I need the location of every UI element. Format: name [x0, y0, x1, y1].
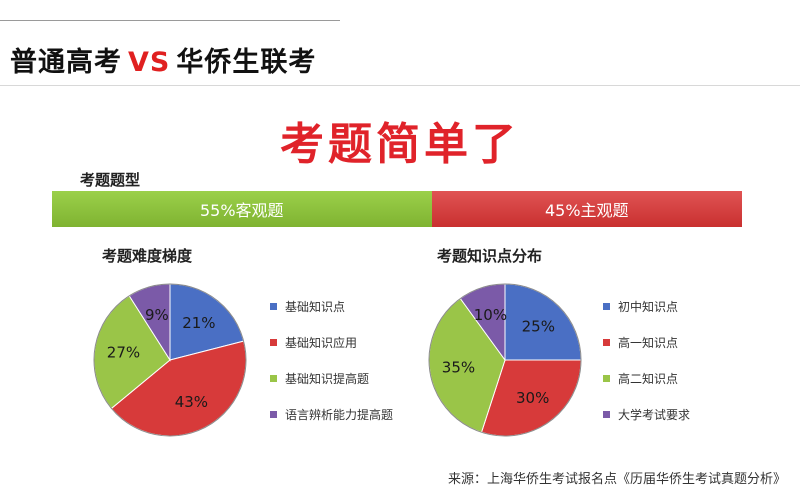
top-divider: [0, 20, 340, 21]
pie2-legend-item-1: 高一知识点: [603, 334, 690, 350]
pie1-slice-label-2: 27%: [107, 344, 140, 362]
source-note: 来源：上海华侨生考试报名点《历届华侨生考试真题分析》: [447, 472, 786, 487]
title-left: 普通高考: [10, 47, 122, 78]
legend-swatch: [270, 374, 277, 382]
legend-label: 初中知识点: [618, 299, 679, 314]
headline: 考题简单了: [280, 119, 520, 170]
pie1-slice-label-1: 43%: [175, 393, 208, 411]
pie2-legend: 初中知识点高一知识点高二知识点大学考试要求: [603, 298, 690, 442]
legend-swatch: [270, 338, 277, 346]
pie1-legend-item-1: 基础知识应用: [270, 334, 393, 350]
pie2-legend-item-3: 大学考试要求: [603, 406, 690, 422]
objective-segment: 55%客观题: [52, 191, 432, 227]
pie2-slice-label-3: 10%: [474, 306, 507, 324]
pie1-legend-item-0: 基础知识点: [270, 298, 393, 314]
pie2-slice-label-1: 30%: [516, 389, 549, 407]
pie2-legend-item-0: 初中知识点: [603, 298, 690, 314]
legend-label: 大学考试要求: [618, 407, 691, 422]
top-bar: [0, 0, 800, 28]
legend-swatch: [270, 302, 277, 310]
page-title: 普通高考 VS 华侨生联考: [10, 40, 316, 79]
legend-label: 基础知识点: [285, 299, 346, 314]
pie2-legend-item-2: 高二知识点: [603, 370, 690, 386]
legend-label: 基础知识应用: [285, 335, 358, 350]
question-type-label: 考题题型: [80, 171, 141, 189]
legend-swatch: [603, 338, 610, 346]
pie1-slice-label-3: 9%: [145, 306, 169, 324]
pie2-slice-label-2: 35%: [442, 358, 475, 376]
pie1-slice-label-0: 21%: [182, 314, 215, 332]
legend-swatch: [603, 410, 610, 418]
legend-swatch: [603, 302, 610, 310]
legend-label: 高一知识点: [618, 335, 679, 350]
pie2-title: 考题知识点分布: [437, 247, 543, 265]
legend-label: 语言辨析能力提高题: [285, 407, 394, 422]
pie1-legend: 基础知识点基础知识应用 基础知识提高题语言辨析能力提高题: [270, 298, 393, 442]
header-divider: [0, 85, 800, 86]
legend-label: 高二知识点: [618, 371, 679, 386]
legend-label: 基础知识提高题: [285, 371, 370, 386]
legend-swatch: [603, 374, 610, 382]
pie1-legend-item-2: 基础知识提高题: [270, 370, 393, 386]
pie2-slice-label-0: 25%: [522, 318, 555, 336]
pie-chart-difficulty: 21% 43% 27% 9%: [93, 283, 247, 437]
question-type-bar: 55%客观题 45%主观题: [52, 191, 742, 227]
title-right: 华侨生联考: [176, 47, 317, 78]
subjective-segment: 45%主观题: [431, 191, 742, 227]
pie1-legend-item-3: 语言辨析能力提高题: [270, 406, 393, 422]
pie1-outline: [93, 283, 247, 437]
legend-swatch: [270, 410, 277, 418]
pie2-outline: [428, 283, 582, 437]
title-vs: VS: [128, 47, 171, 78]
pie-chart-knowledge: 25% 30% 35% 10%: [428, 283, 582, 437]
pie1-title: 考题难度梯度: [102, 247, 193, 265]
